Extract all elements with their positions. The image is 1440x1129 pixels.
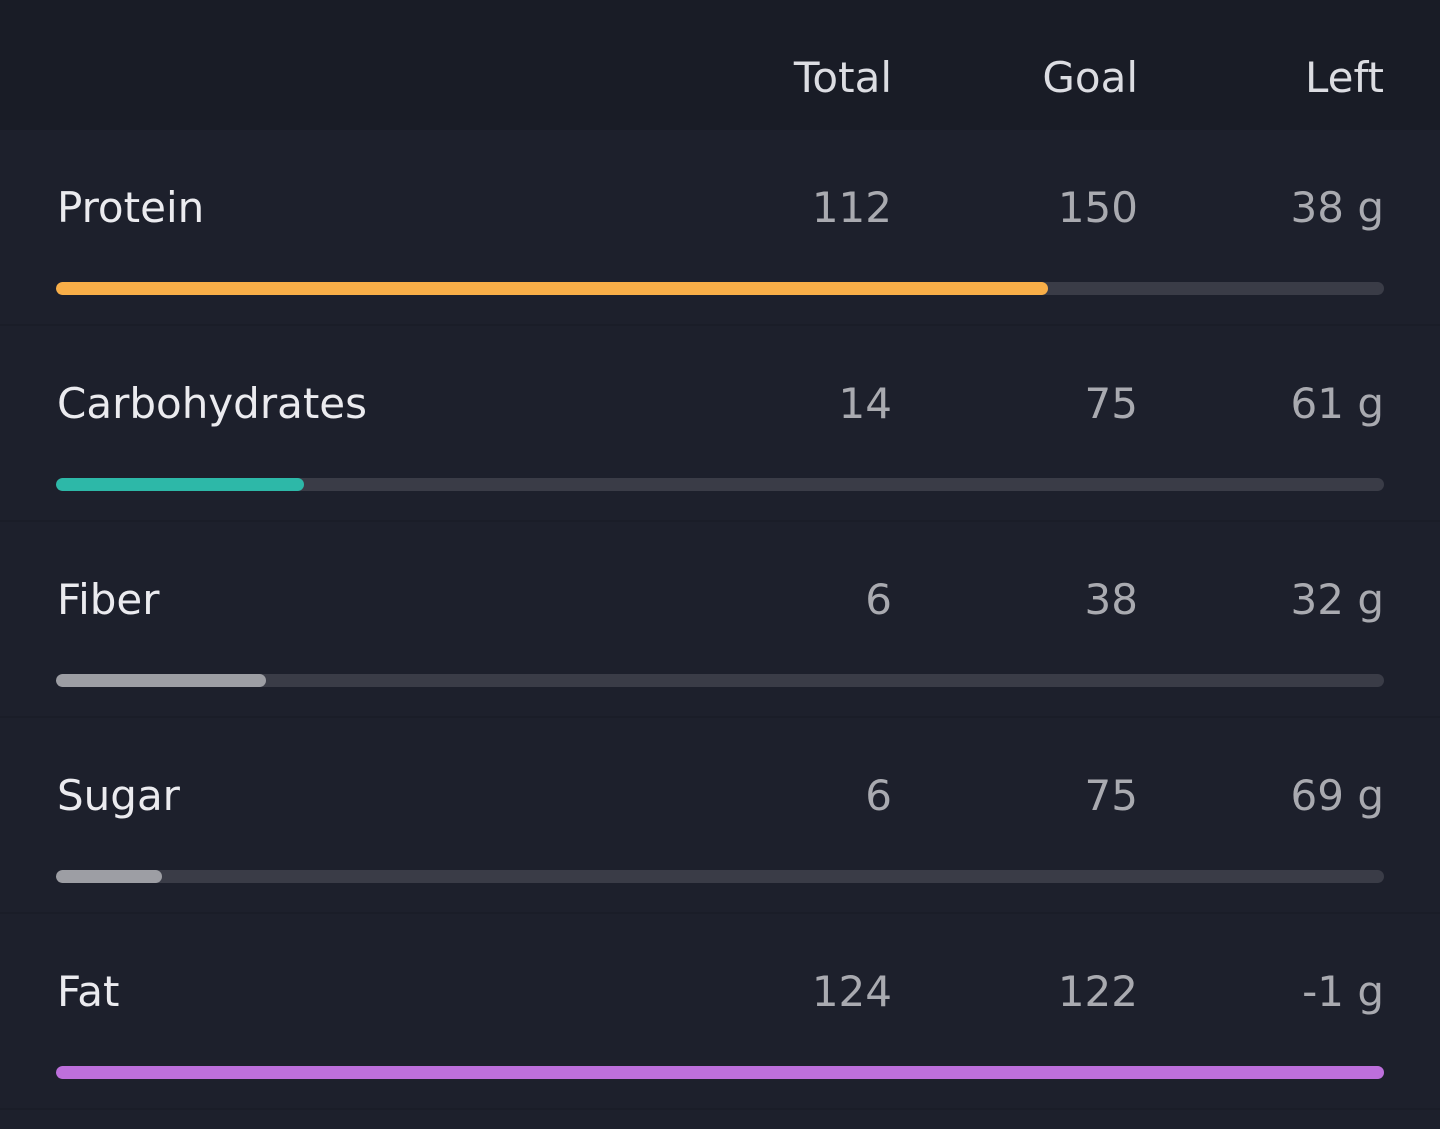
macro-total: 6 bbox=[865, 771, 892, 820]
macro-goal: 150 bbox=[1057, 183, 1138, 232]
progress-bar bbox=[56, 870, 163, 883]
macro-left: 61 g bbox=[1290, 379, 1384, 428]
progress-bar bbox=[56, 1066, 1384, 1079]
table-header: Total Goal Left bbox=[0, 0, 1440, 130]
progress-bar bbox=[56, 282, 1048, 295]
macro-row: Sugar 6 75 69 g bbox=[0, 718, 1440, 914]
macro-row: Protein 112 150 38 g bbox=[0, 130, 1440, 326]
macro-left: 32 g bbox=[1290, 575, 1384, 624]
macro-left: 38 g bbox=[1290, 183, 1384, 232]
macro-total: 14 bbox=[838, 379, 892, 428]
macro-left: -1 g bbox=[1302, 967, 1384, 1016]
column-header: Left bbox=[1304, 53, 1384, 102]
progress-bar bbox=[56, 478, 304, 491]
progress-track bbox=[56, 870, 1384, 883]
macro-left: 69 g bbox=[1290, 771, 1384, 820]
progress-track bbox=[56, 478, 1384, 491]
macro-name: Fat bbox=[57, 967, 120, 1016]
macro-row: Fat 124 122 -1 g bbox=[0, 914, 1440, 1110]
macro-name: Protein bbox=[57, 183, 205, 232]
progress-track bbox=[56, 1066, 1384, 1079]
macro-goal: 75 bbox=[1084, 771, 1138, 820]
macro-total: 112 bbox=[811, 183, 892, 232]
progress-bar bbox=[56, 674, 266, 687]
column-header: Total bbox=[793, 53, 892, 102]
macro-total: 6 bbox=[865, 575, 892, 624]
column-header: Goal bbox=[1042, 53, 1138, 102]
progress-track bbox=[56, 674, 1384, 687]
macro-row: Fiber 6 38 32 g bbox=[0, 522, 1440, 718]
macro-total: 124 bbox=[811, 967, 892, 1016]
progress-track bbox=[56, 282, 1384, 295]
macro-row: Carbohydrates 14 75 61 g bbox=[0, 326, 1440, 522]
macro-name: Carbohydrates bbox=[57, 379, 368, 428]
macro-goal: 75 bbox=[1084, 379, 1138, 428]
macro-name: Fiber bbox=[57, 575, 160, 624]
macro-name: Sugar bbox=[57, 771, 180, 820]
macro-goal: 122 bbox=[1057, 967, 1138, 1016]
macro-goal: 38 bbox=[1084, 575, 1138, 624]
